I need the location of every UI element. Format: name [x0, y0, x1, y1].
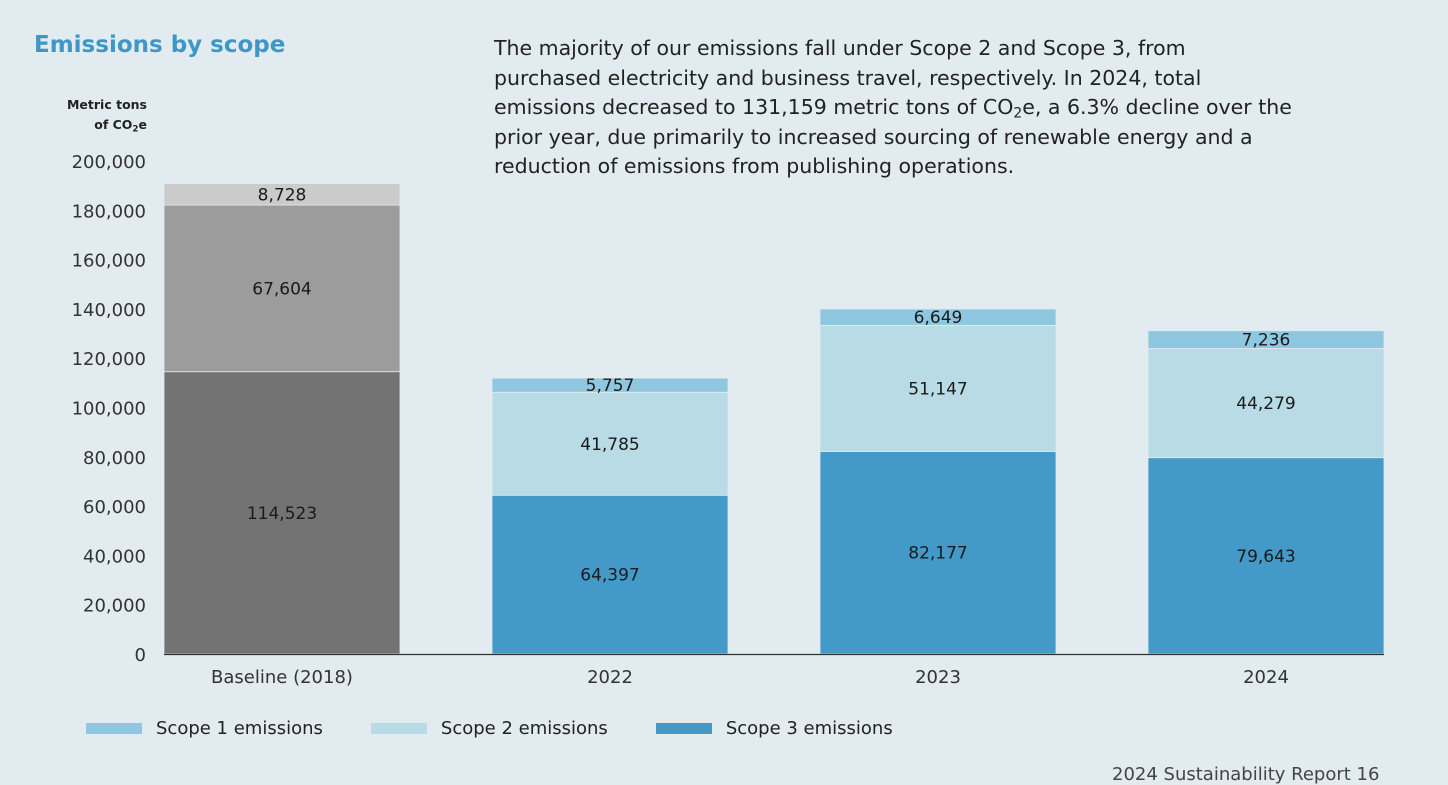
bar-value-label: 7,236 [1242, 331, 1291, 351]
y-tick-label: 40,000 [83, 546, 146, 567]
bar-segment-scope-1-emissions [1147, 330, 1385, 349]
bar-value-label: 44,279 [1236, 394, 1295, 414]
x-category-label: Baseline (2018) [211, 667, 353, 688]
legend-label: Scope 2 emissions [440, 718, 608, 739]
legend-label: Scope 3 emissions [725, 718, 893, 739]
chart-description: The majority of our emissions fall under… [494, 36, 1292, 178]
bar-value-label: 67,604 [252, 279, 311, 299]
bar-value-label: 64,397 [580, 566, 639, 586]
legend-swatch [655, 723, 712, 734]
bar-value-label: 41,785 [580, 435, 639, 455]
bar-segment-scope-3-emissions [163, 371, 401, 655]
bar-segment-scope-3-emissions [819, 451, 1057, 655]
y-tick-label: 180,000 [72, 201, 146, 222]
bar-value-label: 114,523 [247, 504, 317, 524]
bar-segment-scope-2-emissions [1147, 348, 1385, 459]
legend-swatch [86, 723, 142, 734]
legend-swatch [370, 723, 427, 734]
legend-item-scope-1-emissions: Scope 1 emissions [86, 718, 323, 739]
y-axis-unit-line-1: Metric tons [66, 97, 147, 112]
x-category-label: 2023 [915, 667, 961, 688]
y-tick-label: 20,000 [83, 596, 146, 617]
bar-value-label: 79,643 [1236, 547, 1295, 567]
bar-value-label: 8,728 [258, 185, 307, 205]
y-tick-label: 60,000 [83, 497, 146, 518]
y-tick-label: 200,000 [72, 152, 146, 173]
bar-value-label: 82,177 [908, 544, 967, 564]
chart-title: Emissions by scope [34, 32, 286, 58]
bar-segment-scope-3-emissions [1147, 457, 1385, 655]
x-category-label: 2022 [587, 667, 633, 688]
legend-label: Scope 1 emissions [156, 718, 323, 739]
bar-segment-scope-3-emissions [491, 494, 729, 655]
bar-value-label: 51,147 [908, 379, 967, 399]
y-tick-label: 120,000 [72, 349, 146, 370]
y-tick-label: 100,000 [72, 399, 146, 420]
x-axis-category-labels: Baseline (2018) 2022 2023 2024 [211, 667, 1289, 688]
page-footer: 2024 Sustainability Report 16 [1112, 764, 1380, 785]
x-category-label: 2024 [1243, 667, 1289, 688]
bar-value-label: 6,649 [914, 308, 963, 328]
bar-value-label: 5,757 [586, 376, 635, 396]
bar-stacks [163, 183, 1385, 655]
y-axis-ticks: 0 20,000 40,000 60,000 80,000 100,000 120,000 1… [72, 152, 146, 666]
legend-item-scope-3-emissions: Scope 3 emissions [655, 718, 893, 739]
bar-segment-scope-1-emissions [491, 377, 729, 393]
y-tick-label: 160,000 [72, 251, 146, 272]
y-tick-label: 80,000 [83, 448, 146, 469]
y-axis-unit-line-2: of CO2e [94, 117, 147, 135]
y-tick-label: 140,000 [72, 300, 146, 321]
y-axis-unit-label: Metric tons of CO2e [67, 95, 147, 135]
bar-segment-scope-2-emissions [491, 391, 729, 496]
legend-item-scope-2-emissions: Scope 2 emissions [370, 718, 608, 739]
bar-segment-scope-1-emissions [819, 308, 1057, 326]
bar-value-labels: 114,523 67,604 8,728 64,397 41,785 5,757 82,17… [247, 185, 1296, 585]
y-tick-label: 0 [135, 645, 146, 666]
bar-segment-scope-2-emissions [819, 324, 1057, 452]
bar-segment-scope-2-emissions [163, 204, 401, 373]
chart-legend: Scope 1 emissions Scope 2 emissions Scope … [86, 718, 941, 739]
bar-segment-scope-1-emissions [163, 183, 401, 206]
